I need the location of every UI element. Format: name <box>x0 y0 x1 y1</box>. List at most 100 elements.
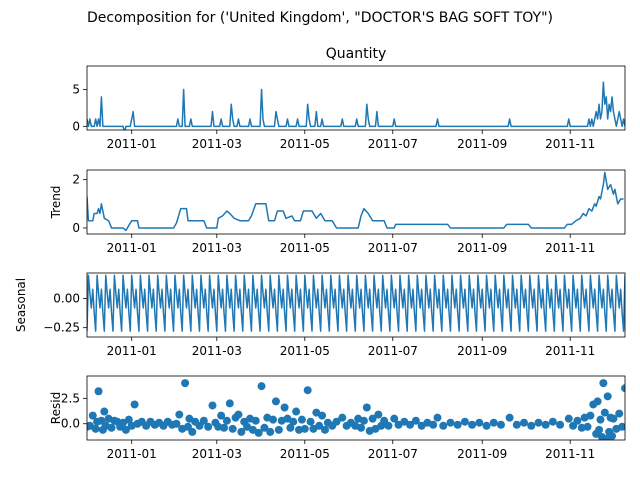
panel-2: 0 2 2011-01 2011-03 2011-05 2011-07 2011-09 201… <box>49 169 626 255</box>
resid-point <box>482 421 491 430</box>
resid-point <box>237 427 246 436</box>
panel-title: Quantity <box>326 46 387 62</box>
resid-point <box>234 410 243 419</box>
resid-point <box>609 414 618 423</box>
x-tick-label: 2011-09 <box>457 447 507 461</box>
resid-point <box>429 420 438 429</box>
resid-point <box>181 379 190 388</box>
resid-point <box>600 408 609 417</box>
resid-point <box>222 416 231 425</box>
resid-point <box>453 420 462 429</box>
resid-point <box>107 423 116 432</box>
resid-point <box>374 410 383 419</box>
resid-point <box>228 424 237 433</box>
resid-point <box>300 424 309 433</box>
x-tick-label: 2011-09 <box>457 241 507 255</box>
resid-point <box>220 423 229 432</box>
y-tick-label: 0 <box>72 221 80 235</box>
resid-point <box>289 417 298 426</box>
resid-point <box>446 418 455 427</box>
y-axis-label: Trend <box>49 186 63 220</box>
resid-point <box>505 413 514 422</box>
series-line <box>87 81 625 130</box>
x-tick-label: 2011-07 <box>368 344 418 358</box>
axes-frame <box>86 169 626 235</box>
resid-point <box>280 403 289 412</box>
resid-point <box>548 417 557 426</box>
resid-point <box>433 413 442 422</box>
resid-point <box>475 418 484 427</box>
x-tick-label: 2011-11 <box>545 447 595 461</box>
resid-point <box>596 415 605 424</box>
x-tick-label: 2011-03 <box>192 447 242 461</box>
x-tick-label: 2011-09 <box>457 344 507 358</box>
y-tick-label: 2 <box>72 173 80 187</box>
resid-point <box>615 409 624 418</box>
resid-point <box>204 422 213 431</box>
resid-point <box>368 414 377 423</box>
resid-point <box>100 407 109 416</box>
resid-point <box>286 423 295 432</box>
y-tick-label: −0.25 <box>43 321 80 335</box>
panel-3: −0.25 0.00 2011-01 2011-03 2011-05 2011-07 201… <box>14 272 626 358</box>
resid-point <box>121 425 130 434</box>
resid-point <box>603 392 612 401</box>
resid-point <box>390 414 399 423</box>
resid-point <box>595 425 604 434</box>
resid-point <box>406 420 415 429</box>
axes-frame <box>86 65 626 131</box>
resid-point <box>359 416 368 425</box>
resid-point <box>124 415 133 424</box>
axes-frame <box>86 375 626 441</box>
plot-area <box>87 379 625 440</box>
resid-point <box>269 415 278 424</box>
resid-point <box>564 414 573 423</box>
resid-point <box>260 423 269 432</box>
plot-area <box>87 274 625 332</box>
resid-point <box>257 382 266 391</box>
panel-4: 0.0 2.5 2011-01 2011-03 2011-05 2011-07 2011-0… <box>49 375 626 461</box>
resid-point <box>199 416 208 425</box>
x-tick-label: 2011-01 <box>107 447 157 461</box>
resid-point <box>468 420 477 429</box>
resid-point <box>621 384 625 393</box>
x-tick-label: 2011-09 <box>457 137 507 151</box>
x-tick-label: 2011-11 <box>545 344 595 358</box>
x-tick-label: 2011-05 <box>280 447 330 461</box>
resid-point <box>599 379 608 388</box>
resid-point <box>489 418 498 427</box>
x-tick-label: 2011-03 <box>192 241 242 255</box>
y-tick-label: 0.00 <box>53 292 80 306</box>
x-tick-label: 2011-07 <box>368 241 418 255</box>
x-tick-label: 2011-05 <box>280 241 330 255</box>
x-tick-label: 2011-03 <box>192 344 242 358</box>
seasonal-line <box>87 274 625 332</box>
resid-point <box>217 411 226 420</box>
resid-point <box>541 420 550 429</box>
resid-point <box>175 410 184 419</box>
resid-point <box>439 421 448 430</box>
resid-point <box>332 417 341 426</box>
resid-point <box>384 421 393 430</box>
resid-point <box>254 428 263 437</box>
resid-point <box>573 416 582 425</box>
resid-point <box>362 403 371 412</box>
resid-point <box>556 420 565 429</box>
panels: 0 5 2011-01 2011-03 2011-05 2011-07 2011-09 201… <box>14 46 626 461</box>
resid-point <box>306 417 315 426</box>
x-tick-label: 2011-11 <box>545 137 595 151</box>
y-tick-label: 0.0 <box>61 417 80 431</box>
resid-point <box>225 399 234 408</box>
y-tick-label: 2.5 <box>61 391 80 405</box>
x-tick-label: 2011-05 <box>280 344 330 358</box>
y-axis-label: Seasonal <box>14 278 28 332</box>
resid-point <box>534 418 543 427</box>
resid-point <box>88 411 97 420</box>
resid-point <box>266 427 275 436</box>
resid-point <box>172 419 181 428</box>
plot-area <box>87 81 625 130</box>
resid-point <box>496 420 505 429</box>
x-tick-label: 2011-01 <box>107 137 157 151</box>
figure-suptitle: Decomposition for ('United Kingdom', "DO… <box>87 10 553 26</box>
